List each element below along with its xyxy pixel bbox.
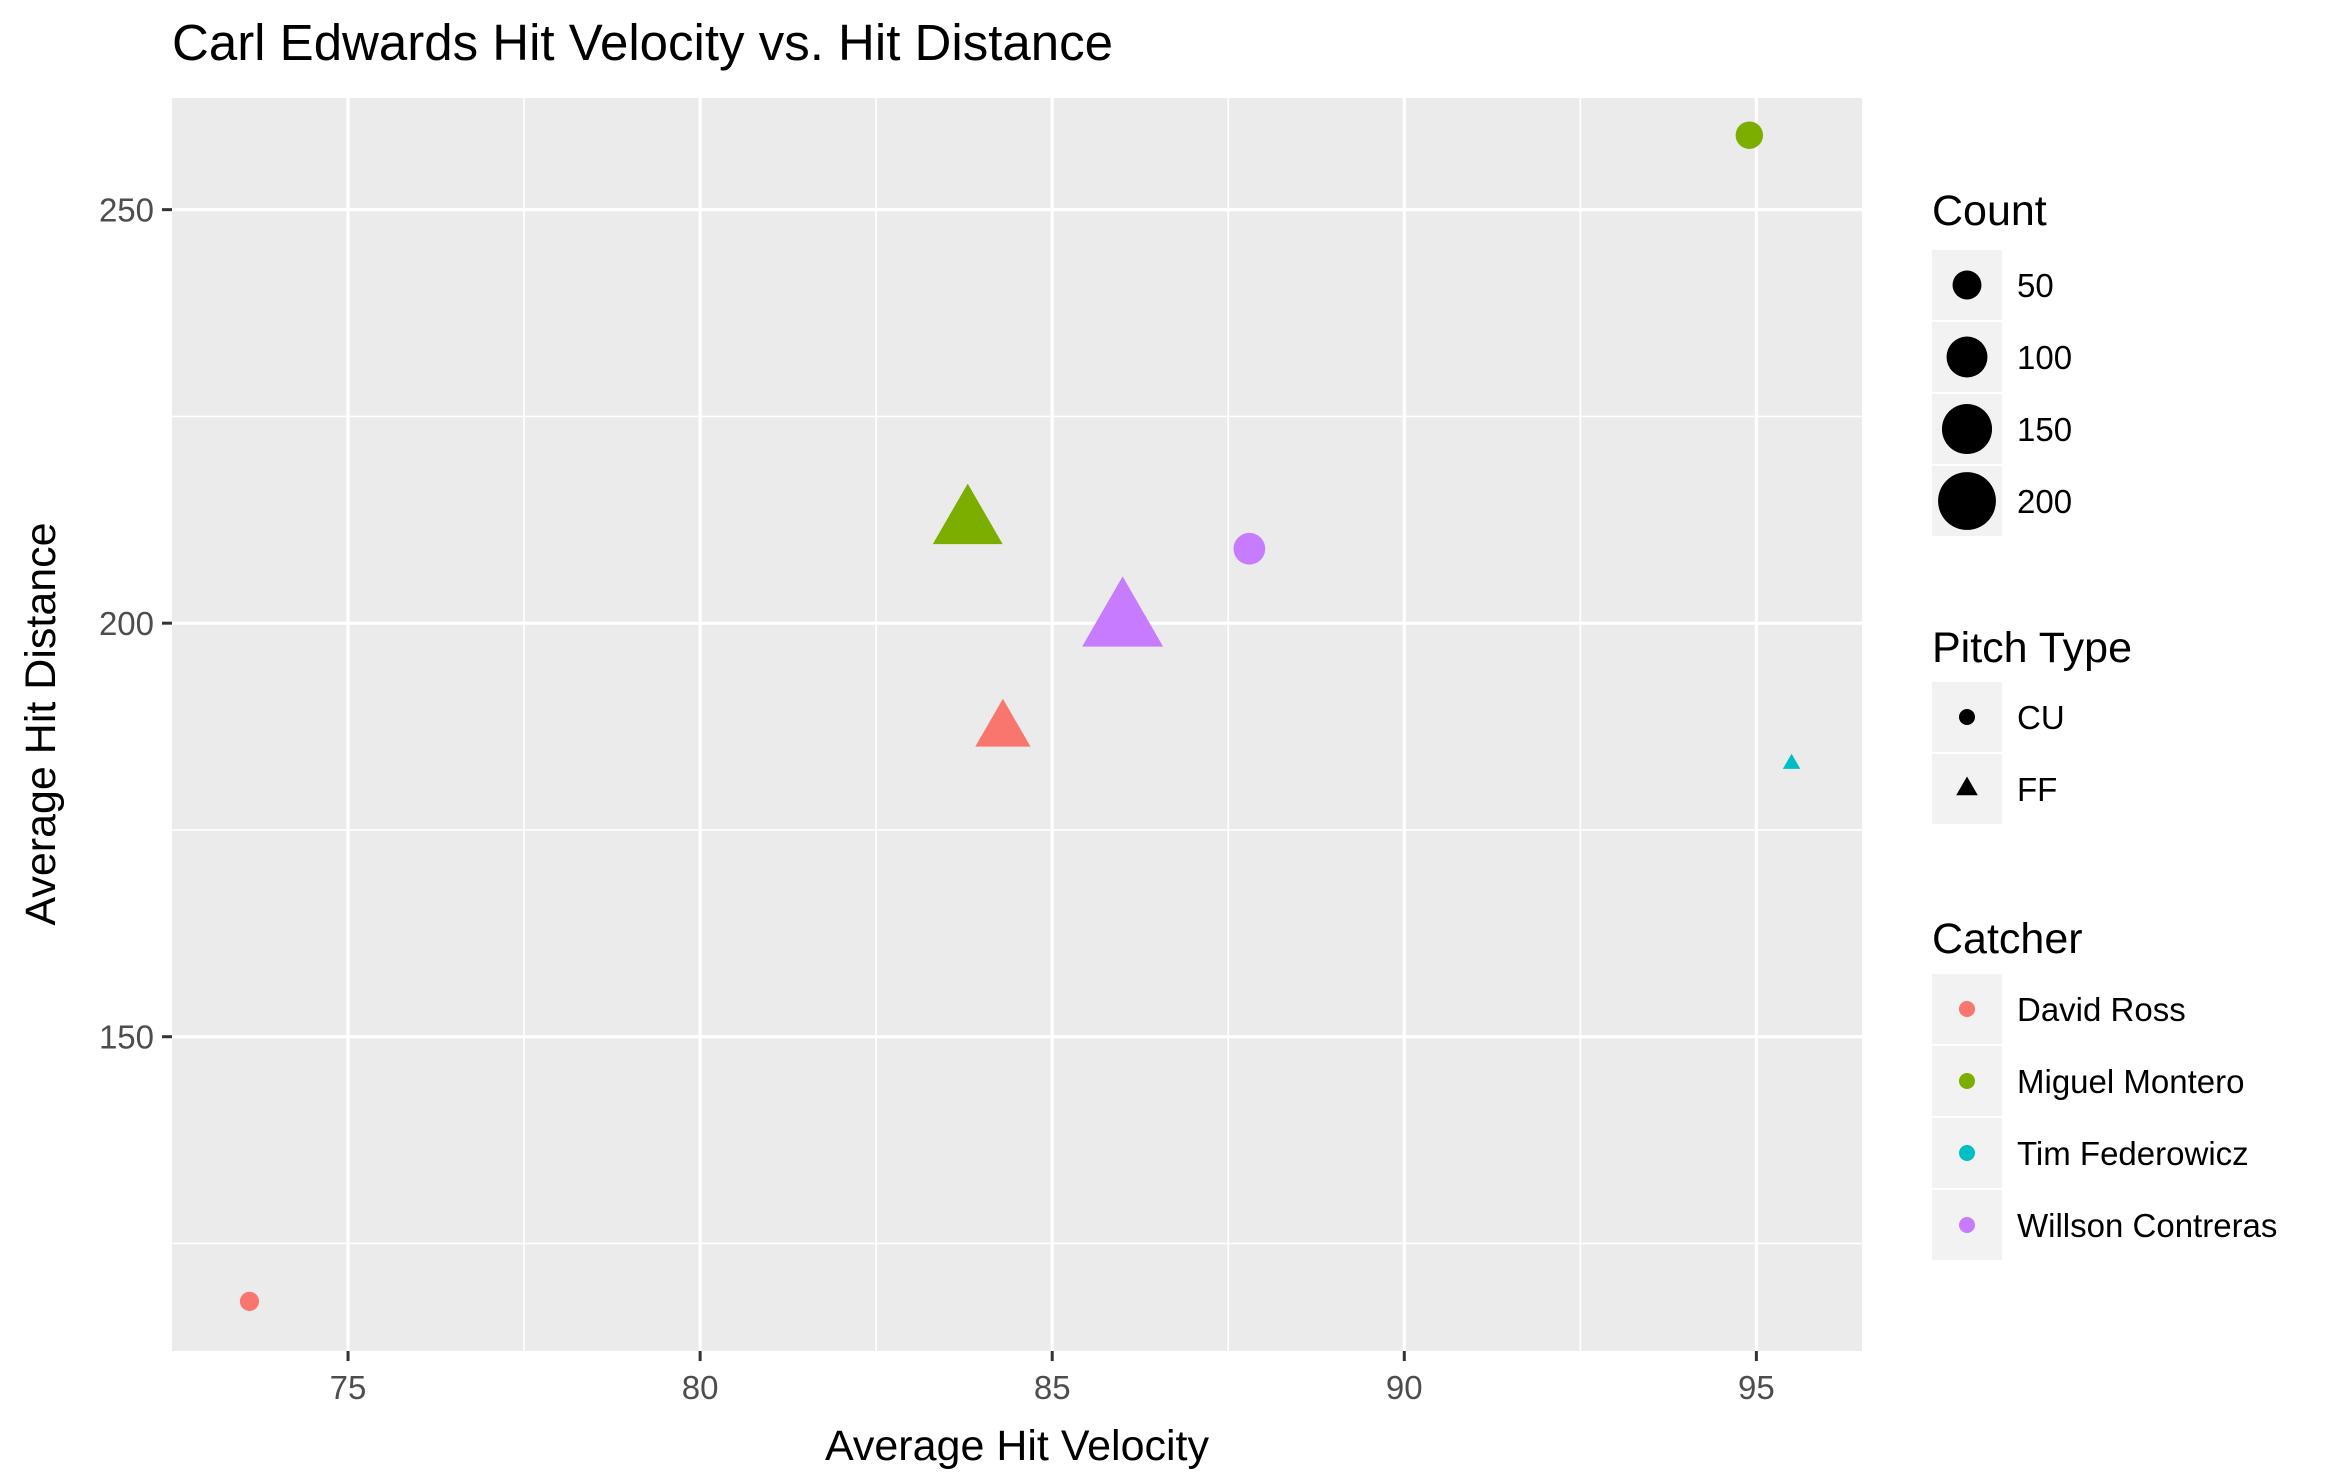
legend-pitch-type-label: FF xyxy=(2017,771,2057,808)
x-axis-title: Average Hit Velocity xyxy=(825,1422,1210,1470)
data-point xyxy=(975,698,1031,747)
legend-count-title: Count xyxy=(1932,187,2047,235)
data-point xyxy=(239,1291,260,1311)
legend-count-swatch xyxy=(1938,472,1996,530)
legend-pitch-type: Pitch Type CU FF xyxy=(1932,624,2132,824)
x-tick-label: 95 xyxy=(1738,1369,1775,1406)
legend-catcher-swatch xyxy=(1959,1217,1975,1233)
legend-pitch-type-title: Pitch Type xyxy=(1932,624,2132,672)
legend-pitch-type-label: CU xyxy=(2017,699,2065,736)
legend-count: Count 50 100 150 200 xyxy=(1932,187,2072,536)
legend-count-swatch xyxy=(1952,270,1982,300)
legend-count-swatch xyxy=(1946,336,1988,378)
legend-count-label: 150 xyxy=(2017,411,2072,448)
data-points xyxy=(239,121,1801,1311)
gridlines xyxy=(172,98,1862,1351)
legend-catcher-label: Tim Federowicz xyxy=(2017,1135,2249,1172)
legend-count-label: 200 xyxy=(2017,483,2072,520)
data-point xyxy=(932,483,1003,545)
x-tick-label: 90 xyxy=(1386,1369,1423,1406)
chart-title: Carl Edwards Hit Velocity vs. Hit Distan… xyxy=(172,14,1113,71)
y-axis-title: Average Hit Distance xyxy=(17,522,65,925)
data-point xyxy=(1782,753,1801,769)
legend-catcher-title: Catcher xyxy=(1932,915,2083,963)
legend-catcher-swatch xyxy=(1959,1145,1975,1161)
legend-count-label: 50 xyxy=(2017,267,2054,304)
legend-count-swatch xyxy=(1941,403,1993,455)
legend-catcher: Catcher David Ross Miguel Montero Tim Fede… xyxy=(1932,915,2277,1260)
y-tick-label: 150 xyxy=(99,1019,154,1056)
y-tick-label: 250 xyxy=(99,192,154,229)
legend-catcher-label: David Ross xyxy=(2017,991,2186,1028)
y-tick-label: 200 xyxy=(99,605,154,642)
legend-catcher-swatch xyxy=(1959,1001,1975,1017)
legend-pitch-type-swatch xyxy=(1956,776,1978,796)
legend-catcher-swatch xyxy=(1959,1073,1975,1089)
axes: 75 80 85 90 95 150 200 250 xyxy=(99,192,1775,1406)
data-point xyxy=(1082,576,1164,647)
legend-catcher-label: Miguel Montero xyxy=(2017,1063,2244,1100)
x-tick-label: 75 xyxy=(330,1369,367,1406)
x-tick-label: 80 xyxy=(682,1369,719,1406)
legend-catcher-label: Willson Contreras xyxy=(2017,1207,2277,1244)
legend-count-label: 100 xyxy=(2017,339,2072,376)
x-tick-label: 85 xyxy=(1034,1369,1071,1406)
legend-pitch-type-swatch xyxy=(1959,709,1975,725)
data-point xyxy=(1233,532,1266,565)
data-point xyxy=(1735,121,1764,149)
